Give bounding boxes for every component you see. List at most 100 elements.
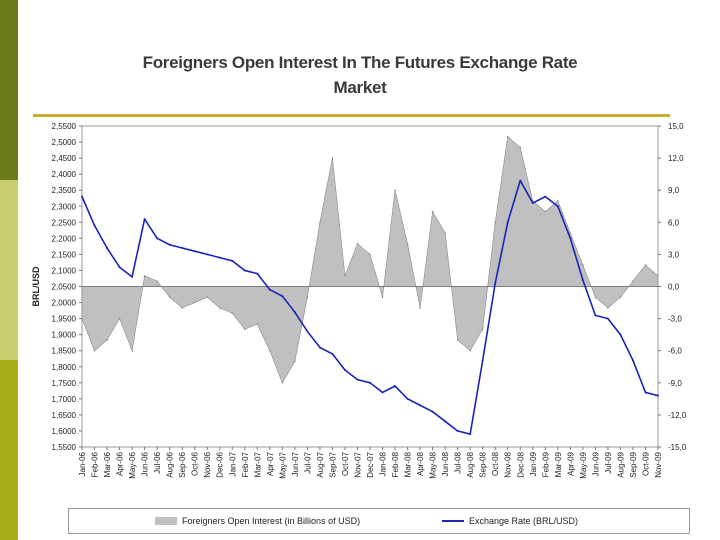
left-tick-label: 2,1500 <box>52 250 77 259</box>
x-tick-label: Dec-08 <box>516 451 525 477</box>
open-interest-point <box>632 280 634 282</box>
x-tick-label: Mar-06 <box>103 451 112 477</box>
open-interest-area <box>81 136 659 384</box>
x-tick-label: Apr-09 <box>566 451 575 476</box>
open-interest-point <box>469 349 471 352</box>
open-interest-point <box>118 317 121 320</box>
exchange-rate-point <box>143 218 146 221</box>
x-tick-label: Jun-06 <box>141 451 150 476</box>
open-interest-point <box>506 135 509 138</box>
left-tick-label: 2,2500 <box>52 218 77 227</box>
exchange-rate-point <box>356 378 359 381</box>
legend-label-exchange-rate: Exchange Rate (BRL/USD) <box>469 516 579 526</box>
legend-label-open-interest: Foreigners Open Interest (in Billions of… <box>182 516 361 526</box>
left-tick-label: 2,0500 <box>52 283 77 292</box>
open-interest-point <box>644 264 647 266</box>
right-tick-label: 12,0 <box>668 154 684 163</box>
x-tick-label: Jul-07 <box>303 451 312 473</box>
open-interest-point <box>394 189 396 191</box>
exchange-rate-point <box>168 243 171 246</box>
x-tick-label: Aug-09 <box>616 451 625 477</box>
x-tick-label: Jan-09 <box>529 451 538 476</box>
exchange-rate-point <box>431 410 434 413</box>
open-interest-point <box>456 339 459 341</box>
left-tick-label: 2,3500 <box>52 186 77 195</box>
slide-accent-bar-bottom <box>0 360 18 540</box>
open-interest-point <box>168 296 171 298</box>
x-tick-label: Jan-06 <box>78 451 87 476</box>
right-tick-label: 9,0 <box>668 186 680 195</box>
open-interest-point <box>281 382 284 384</box>
x-tick-label: Jun-07 <box>291 451 300 476</box>
open-interest-point <box>356 242 359 245</box>
exchange-rate-point <box>206 253 209 256</box>
exchange-rate-point <box>81 195 83 198</box>
left-tick-label: 1,9500 <box>52 315 77 324</box>
x-tick-label: May-07 <box>278 451 287 478</box>
exchange-rate-point <box>481 359 484 362</box>
x-tick-label: Nov-06 <box>203 451 212 477</box>
open-interest-point <box>206 296 209 298</box>
exchange-rate-point <box>318 346 321 349</box>
exchange-rate-point <box>306 330 309 333</box>
legend-swatch-line <box>442 520 464 522</box>
slide-accent-bar-top <box>0 0 18 180</box>
x-tick-label: Sep-07 <box>328 451 337 477</box>
exchange-rate-point <box>531 202 534 205</box>
exchange-rate-point <box>331 352 334 355</box>
left-tick-label: 2,5000 <box>52 138 77 147</box>
right-tick-label: 6,0 <box>668 218 680 227</box>
open-interest-point <box>294 360 296 363</box>
x-tick-label: Sep-09 <box>629 451 638 477</box>
open-interest-point <box>193 301 196 304</box>
exchange-rate-point <box>193 250 196 253</box>
x-tick-label: Aug-07 <box>316 451 325 477</box>
exchange-rate-point <box>93 224 96 227</box>
left-tick-label: 2,1000 <box>52 266 77 275</box>
exchange-rate-point <box>118 266 121 269</box>
x-tick-label: Sep-08 <box>479 451 488 477</box>
open-interest-point <box>181 307 183 309</box>
open-interest-point <box>243 328 246 331</box>
open-interest-point <box>131 349 133 352</box>
exchange-rate-point <box>419 404 422 407</box>
exchange-rate-point <box>594 314 597 317</box>
x-tick-label: Dec-07 <box>366 451 375 477</box>
x-tick-label: Feb-07 <box>241 451 250 477</box>
legend-item-open-interest: Foreigners Open Interest (in Billions of… <box>155 516 360 526</box>
left-tick-label: 1,5500 <box>52 443 77 452</box>
x-tick-label: Oct-07 <box>341 451 350 476</box>
left-tick-label: 2,4000 <box>52 170 77 179</box>
open-interest-point <box>156 280 158 282</box>
x-tick-label: Apr-08 <box>416 451 425 476</box>
x-tick-label: Mar-09 <box>554 451 563 477</box>
open-interest-point <box>81 317 83 320</box>
x-tick-label: Nov-09 <box>654 451 663 477</box>
exchange-rate-point <box>381 391 384 394</box>
open-interest-point <box>256 323 259 325</box>
exchange-rate-point <box>544 195 547 198</box>
legend-item-exchange-rate: Exchange Rate (BRL/USD) <box>442 516 578 526</box>
x-tick-label: Oct-09 <box>641 451 650 476</box>
slide-title: Foreigners Open Interest In The Futures … <box>142 53 578 97</box>
x-tick-label: May-09 <box>579 451 588 478</box>
open-interest-point <box>582 264 584 266</box>
x-tick-label: Jun-09 <box>591 451 600 476</box>
open-interest-point <box>381 296 384 298</box>
open-interest-point <box>619 296 622 298</box>
exchange-rate-point <box>243 269 246 272</box>
chart-legend: Foreigners Open Interest (in Billions of… <box>68 508 690 534</box>
left-tick-label: 2,5500 <box>52 122 77 131</box>
exchange-rate-point <box>218 256 221 259</box>
open-interest-point <box>431 210 434 213</box>
exchange-rate-point <box>343 368 346 371</box>
x-tick-label: Nov-07 <box>353 451 362 477</box>
left-tick-label: 1,6000 <box>52 427 77 436</box>
x-tick-label: Oct-08 <box>491 451 500 476</box>
left-tick-label: 2,0000 <box>52 299 77 308</box>
x-tick-label: Apr-07 <box>266 451 275 476</box>
x-tick-label: Oct-06 <box>191 451 200 476</box>
open-interest-point <box>269 349 271 352</box>
x-tick-label: Mar-07 <box>253 451 262 477</box>
x-tick-label: Jul-06 <box>153 451 162 473</box>
